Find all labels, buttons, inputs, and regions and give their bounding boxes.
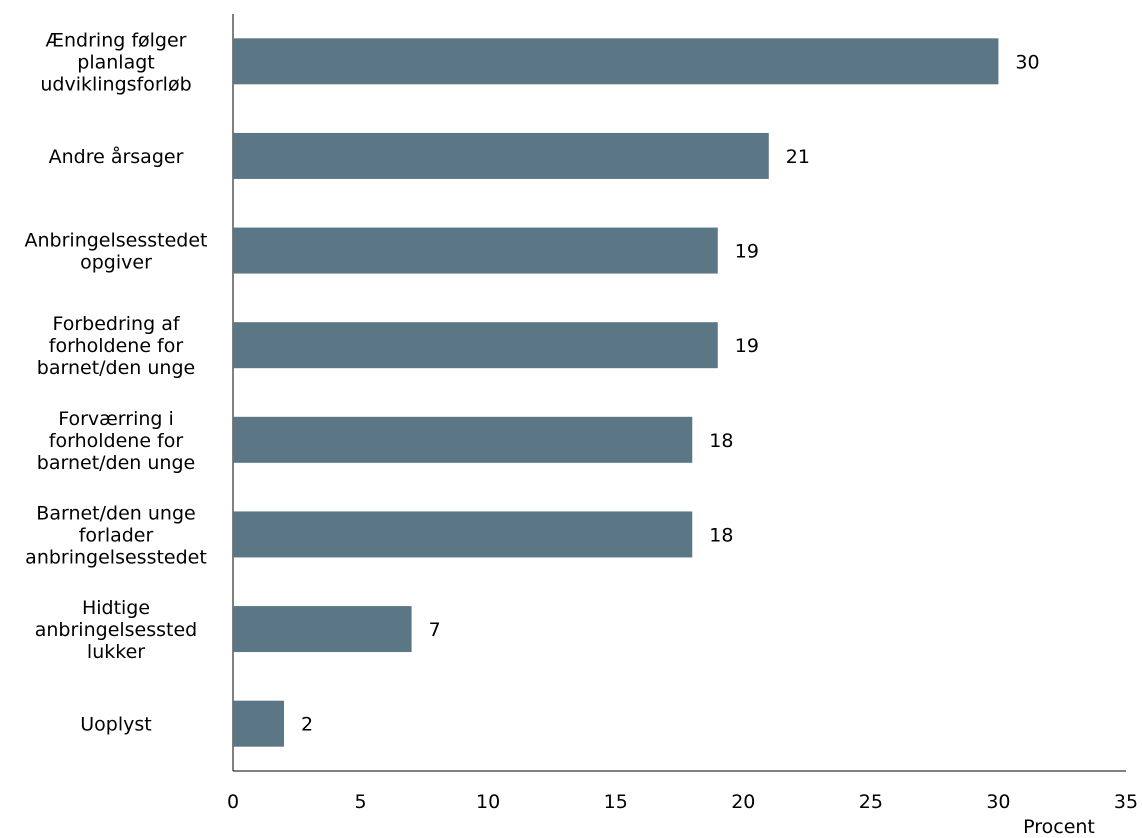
bar — [233, 416, 693, 463]
category-label-line: forholdene for — [49, 335, 184, 357]
category-label-line: Anbringelsesstedet — [25, 230, 208, 252]
category-label-line: Uoplyst — [80, 714, 151, 736]
bar — [233, 511, 693, 558]
x-tick-label: 35 — [1114, 791, 1138, 813]
category-label-line: planlagt — [77, 51, 154, 73]
category-labels-group: Ændring følger planlagt udviklingsforløb An… — [25, 29, 208, 735]
category-label-line: opgiver — [80, 252, 152, 274]
data-label: 18 — [709, 524, 733, 546]
category-label: Barnet/den unge forlader anbringelsesstede… — [25, 502, 207, 568]
bar — [233, 700, 285, 747]
data-label: 2 — [301, 714, 313, 736]
x-tick-label: 0 — [227, 791, 239, 813]
data-label: 7 — [429, 619, 441, 641]
x-tick-label: 30 — [986, 791, 1010, 813]
bar — [233, 38, 999, 85]
x-ticks-group: 0 5 10 15 20 25 30 35 — [227, 791, 1138, 813]
category-label: Uoplyst — [80, 714, 151, 736]
category-label: Forbedring af forholdene for barnet/den un… — [37, 313, 195, 379]
category-label-line: Hidtige — [82, 597, 150, 619]
category-label-line: Ændring følger — [46, 29, 187, 51]
bar — [233, 322, 718, 369]
x-tick-label: 25 — [859, 791, 883, 813]
category-label-line: Forbedring af — [52, 313, 180, 335]
x-tick-label: 15 — [604, 791, 628, 813]
bars-group — [233, 38, 999, 747]
data-label: 19 — [735, 335, 759, 357]
category-label: Forværring i forholdene for barnet/den ung… — [37, 408, 195, 474]
category-label-line: forlader — [79, 524, 154, 546]
category-label-line: Barnet/den unge — [36, 502, 195, 524]
data-label: 21 — [786, 146, 810, 168]
category-label-line: Forværring i — [58, 408, 174, 430]
category-label: Andre årsager — [49, 145, 184, 168]
data-label: 18 — [709, 430, 733, 452]
bar — [233, 227, 718, 274]
category-label-line: udviklingsforløb — [40, 73, 191, 95]
category-label-line: anbringelsesstedet — [25, 546, 207, 568]
bar — [233, 132, 769, 179]
category-label: Anbringelsesstedet opgiver — [25, 230, 208, 274]
data-label: 30 — [1015, 51, 1039, 73]
category-label-line: barnet/den unge — [37, 452, 195, 474]
x-tick-label: 5 — [355, 791, 367, 813]
category-label-line: anbringelsessted — [35, 619, 198, 641]
category-label-line: forholdene for — [49, 430, 184, 452]
category-label-line: barnet/den unge — [37, 357, 195, 379]
category-label: Hidtige anbringelsessted lukker — [35, 597, 198, 663]
value-labels-group: 30 21 19 19 18 18 7 2 — [301, 51, 1040, 735]
x-tick-label: 10 — [476, 791, 500, 813]
x-axis-title: Procent — [1023, 816, 1095, 838]
category-label-line: lukker — [87, 641, 145, 663]
category-label-line: Andre årsager — [49, 145, 184, 168]
bar — [233, 606, 412, 653]
category-label: Ændring følger planlagt udviklingsforløb — [40, 29, 191, 95]
x-tick-label: 20 — [731, 791, 755, 813]
data-label: 19 — [735, 241, 759, 263]
